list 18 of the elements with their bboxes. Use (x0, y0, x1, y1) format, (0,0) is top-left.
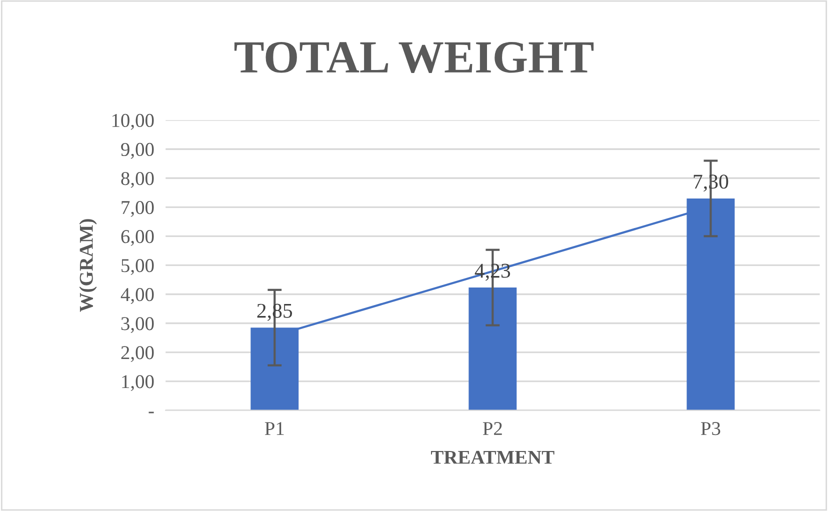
y-tick-label: 4,00 (120, 288, 154, 304)
y-tick-label: 7,00 (122, 200, 154, 217)
bar (468, 288, 517, 410)
y-tick-label: 6,00 (121, 230, 154, 246)
y-tick-label: 8,00 (121, 172, 154, 188)
y-tick-label: 5,00 (122, 259, 154, 275)
y-axis-title: W(GRAM) (79, 219, 97, 312)
x-axis-title: TREATMENT (431, 450, 554, 464)
x-tick-label: P2 (482, 422, 502, 435)
y-tick-label: 9,00 (121, 142, 154, 159)
x-tick-label: P1 (264, 422, 284, 435)
y-tick-label: 1,00 (122, 375, 154, 392)
y-tick-label: 2,00 (121, 346, 154, 362)
y-tick-label: 10,00 (112, 114, 154, 130)
y-tick-label: - (148, 412, 154, 414)
x-tick-label: P3 (700, 422, 720, 436)
chart-title: TOTAL WEIGHT (234, 42, 594, 74)
y-tick-label: 3,00 (121, 317, 154, 333)
